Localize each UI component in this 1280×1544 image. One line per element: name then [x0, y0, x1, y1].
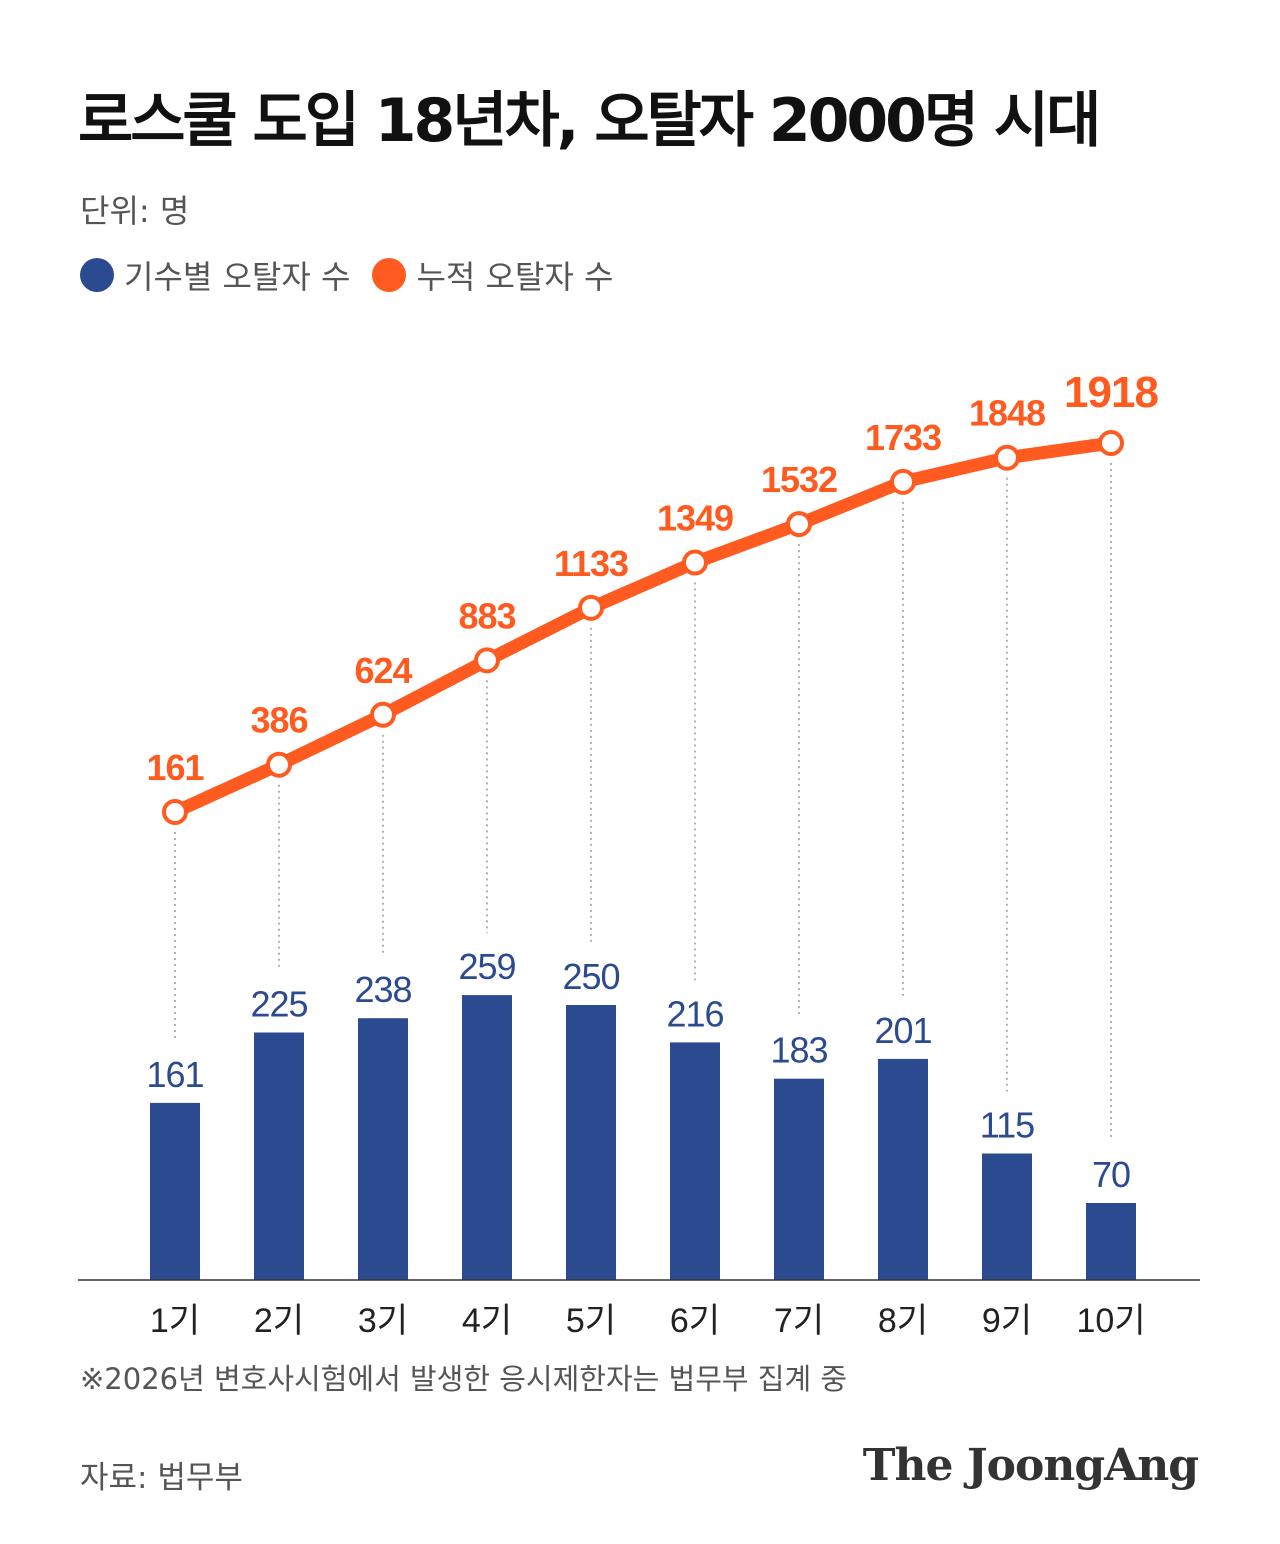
bar-value-label: 201	[874, 1010, 931, 1051]
bar	[358, 1018, 408, 1280]
line-value-label: 1349	[657, 498, 733, 539]
x-tick-label: 5기	[566, 1302, 616, 1340]
line-point	[682, 549, 708, 576]
line-point	[1098, 430, 1124, 457]
bar-value-label: 183	[770, 1030, 827, 1071]
line-point	[890, 468, 916, 495]
line-value-label: 1848	[969, 393, 1045, 434]
bar-value-label: 216	[666, 993, 723, 1034]
x-tick-label: 9기	[982, 1302, 1032, 1340]
bar-value-label: 225	[250, 984, 307, 1025]
bar-value-label: 250	[562, 956, 619, 997]
line-value-label: 1133	[554, 543, 628, 584]
line-point	[578, 594, 604, 621]
line-value-label: 883	[458, 595, 515, 636]
series-line	[168, 436, 1118, 819]
bar	[1086, 1203, 1136, 1280]
publisher-logo: The JoongAng	[862, 1440, 1199, 1491]
line-point	[370, 701, 396, 728]
legend-item-per-class: 기수별 오탈자 수	[80, 252, 350, 298]
line-point	[266, 751, 292, 778]
bar	[254, 1032, 304, 1280]
unit-label: 단위: 명	[80, 192, 190, 230]
line-value-label: 1918	[1064, 368, 1158, 417]
legend-swatch-per-class	[80, 258, 114, 292]
legend-label-cumulative: 누적 오탈자 수	[416, 258, 614, 296]
x-tick-label: 3기	[358, 1302, 408, 1340]
source-label: 자료: 법무부	[80, 1460, 243, 1496]
legend: 기수별 오탈자 수 누적 오탈자 수	[80, 252, 635, 298]
x-tick-label: 2기	[254, 1302, 304, 1340]
legend-swatch-cumulative	[372, 258, 407, 292]
bar-value-label: 161	[146, 1054, 203, 1095]
bar	[774, 1078, 824, 1280]
line-point	[786, 511, 812, 538]
x-tick-label: 4기	[462, 1302, 512, 1340]
legend-label-per-class: 기수별 오탈자 수	[124, 258, 351, 296]
x-tick-label: 1기	[150, 1302, 200, 1340]
bar-value-label: 238	[354, 969, 411, 1010]
footnote: ※2026년 변호사시험에서 발생한 응시제한자는 법무부 집계 중	[80, 1362, 848, 1396]
legend-item-cumulative: 누적 오탈자 수	[372, 252, 613, 298]
bar	[566, 1005, 616, 1280]
bar-value-label: 70	[1092, 1154, 1130, 1195]
line-point	[162, 798, 188, 825]
x-tick-label: 7기	[774, 1302, 824, 1340]
bar	[670, 1042, 720, 1280]
x-tick-label: 8기	[878, 1302, 928, 1340]
bar-value-label: 259	[458, 946, 515, 987]
line-value-label: 161	[146, 747, 204, 788]
bar	[878, 1058, 928, 1280]
bar	[982, 1153, 1032, 1280]
bar	[150, 1102, 200, 1280]
x-tick-label: 10기	[1076, 1302, 1145, 1340]
line-value-label: 386	[250, 700, 307, 741]
line-value-label: 624	[354, 650, 412, 691]
line-point	[994, 444, 1020, 471]
bar-value-label: 115	[980, 1105, 1034, 1146]
line-value-label: 1532	[761, 459, 837, 500]
line-point	[474, 647, 500, 674]
bar	[462, 995, 512, 1280]
line-value-label: 1733	[865, 417, 941, 458]
x-tick-label: 6기	[670, 1302, 720, 1340]
chart-title: 로스쿨 도입 18년차, 오탈자 2000명 시대	[78, 86, 1101, 156]
